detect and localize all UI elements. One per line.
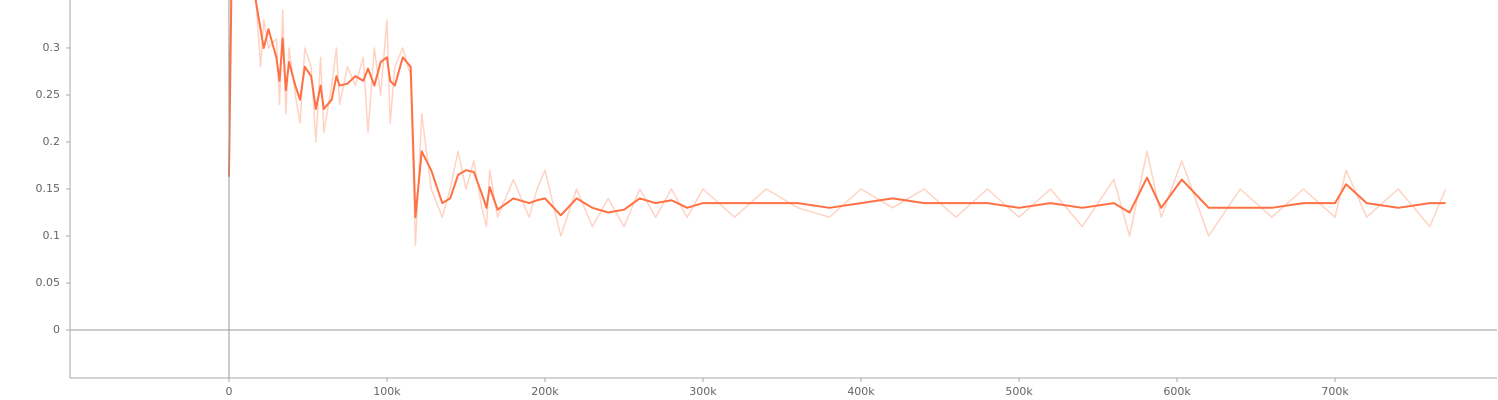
x-tick-label: 0 <box>225 385 232 398</box>
x-tick-label: 700k <box>1321 385 1349 398</box>
x-tick-label: 500k <box>1005 385 1033 398</box>
plot-area <box>227 0 1447 247</box>
x-tick-label: 400k <box>847 385 875 398</box>
x-tick-label: 300k <box>689 385 717 398</box>
y-tick-label: 0.25 <box>36 88 61 101</box>
series-line <box>227 0 1446 219</box>
y-tick-label: 0.15 <box>36 182 61 195</box>
y-tick-label: 0.3 <box>43 41 61 54</box>
y-tick-label: 0.1 <box>43 229 61 242</box>
x-tick-label: 600k <box>1163 385 1191 398</box>
y-tick-label: 0.05 <box>36 276 61 289</box>
y-tick-label: 0.2 <box>43 135 61 148</box>
y-tick-label: 0 <box>53 323 60 336</box>
x-tick-label: 200k <box>531 385 559 398</box>
x-tick-label: 100k <box>373 385 401 398</box>
